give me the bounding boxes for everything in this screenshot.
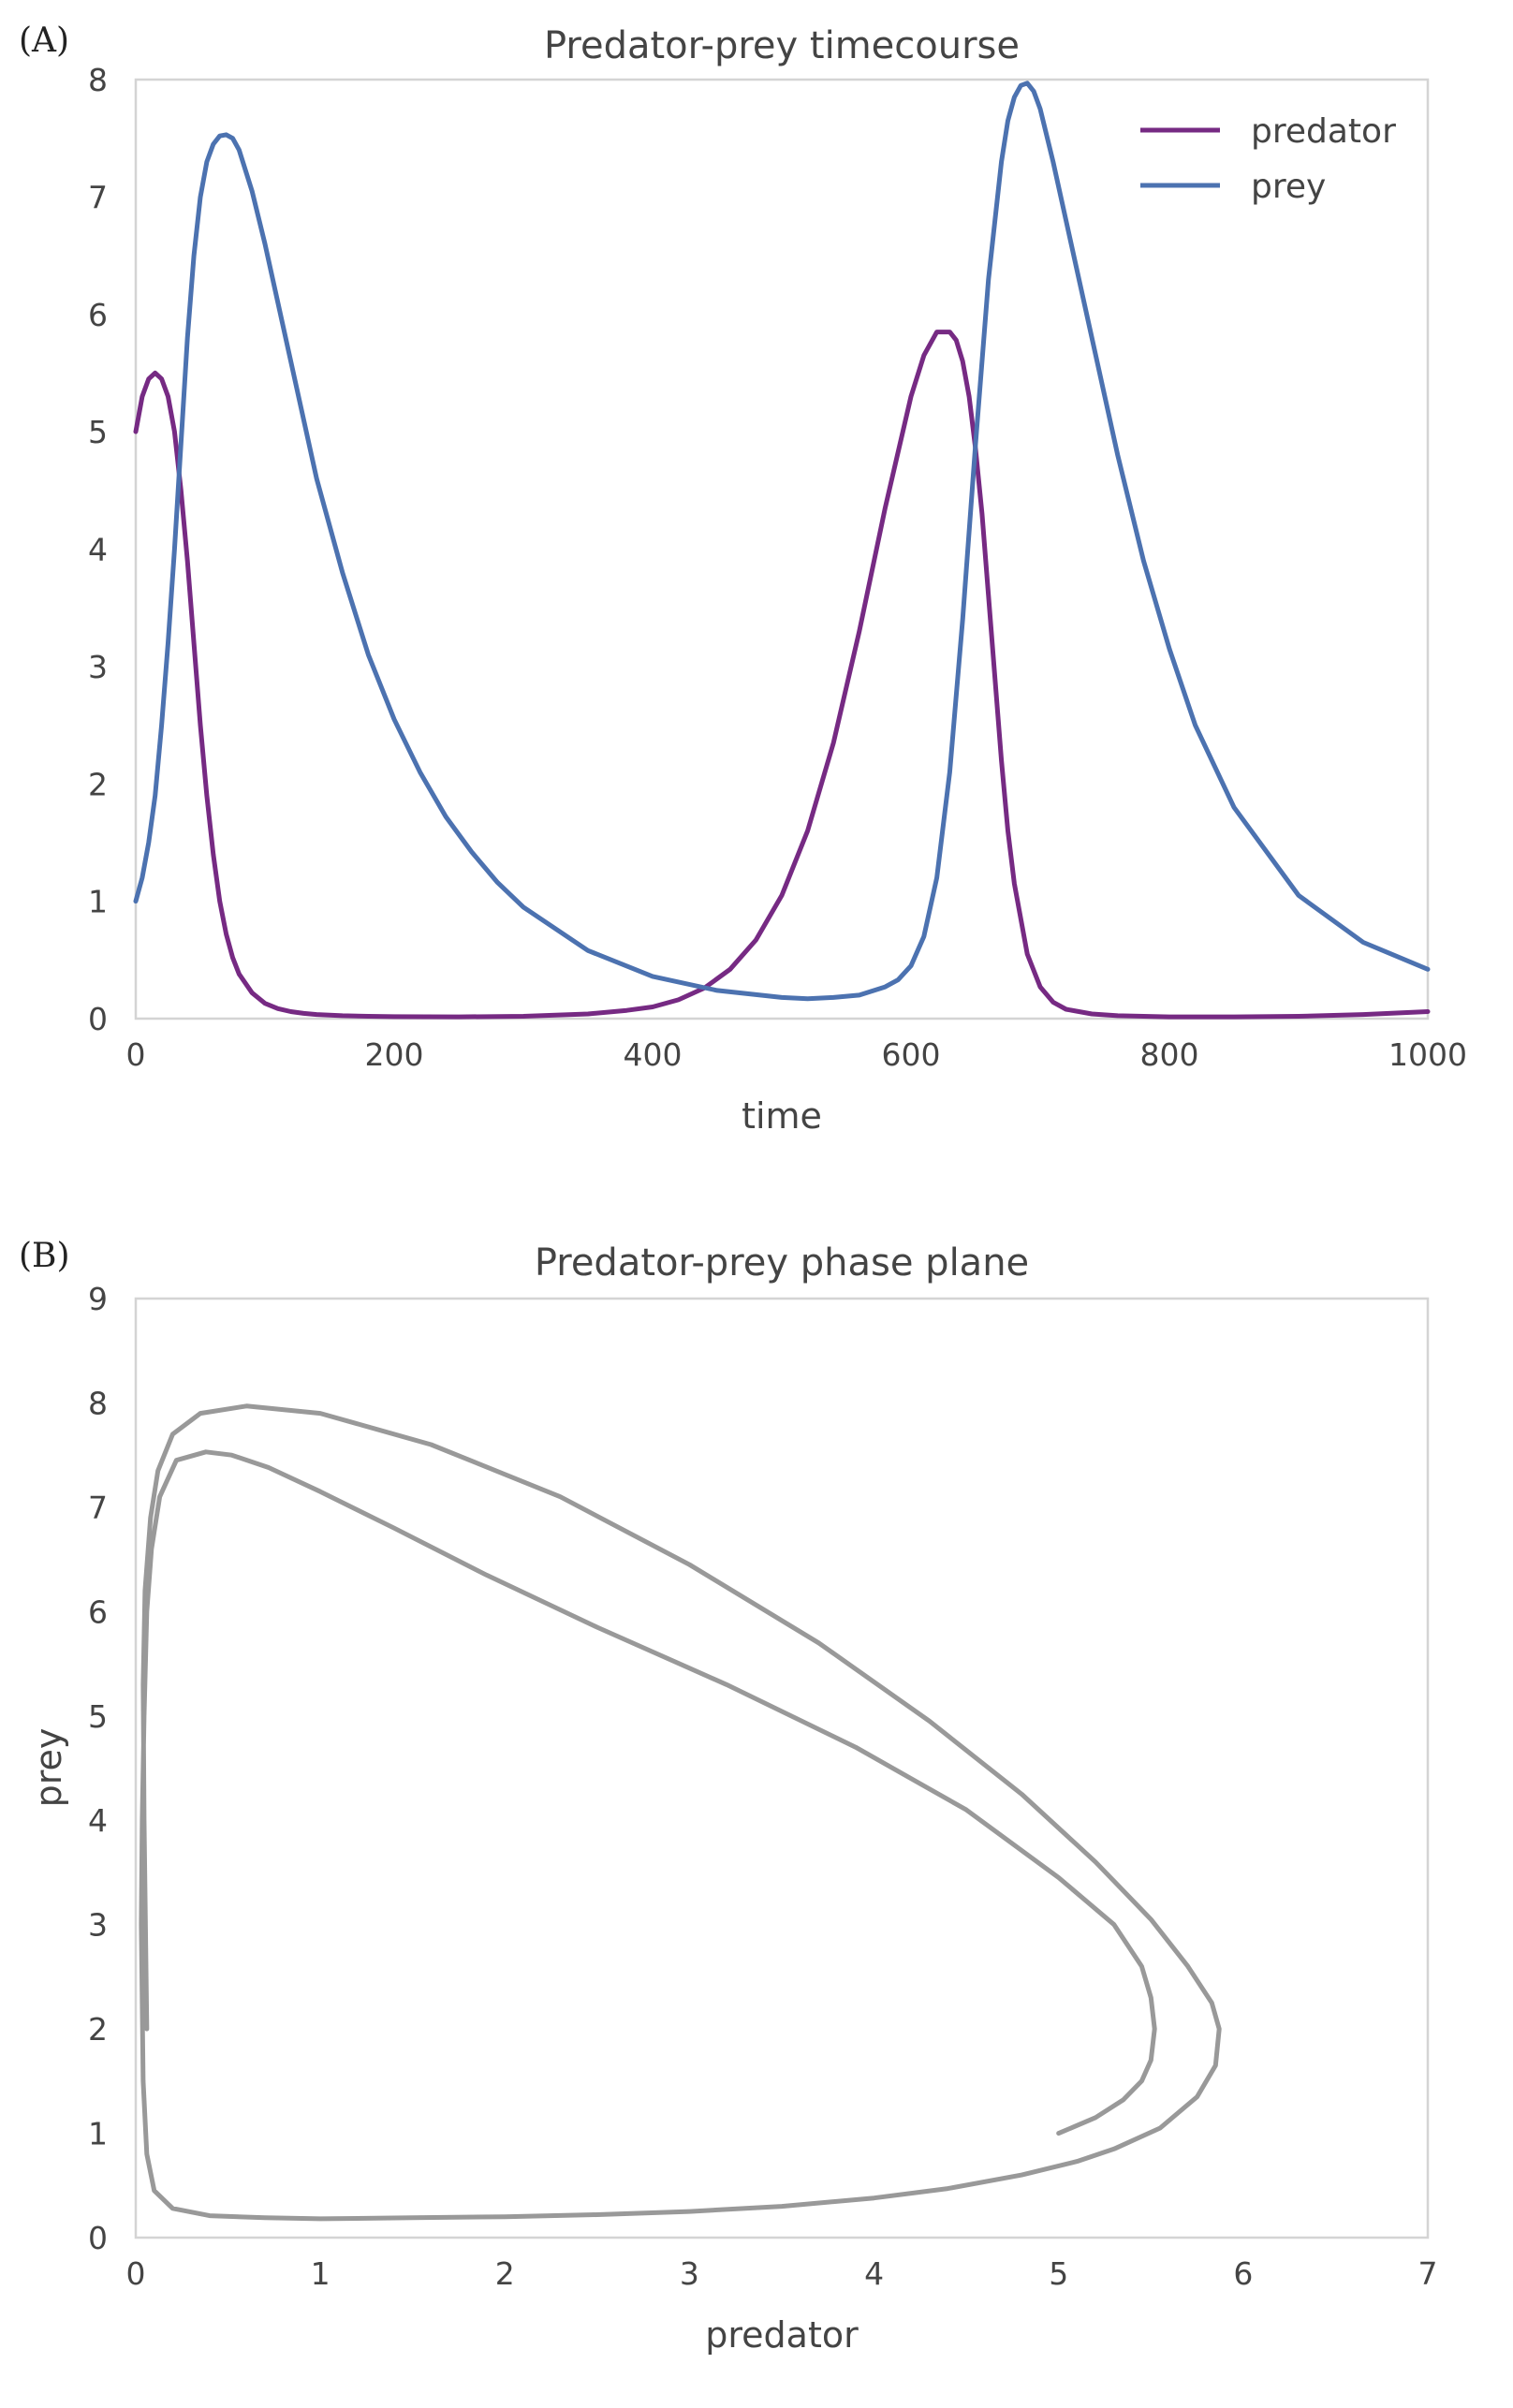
chart-a-title: Predator-prey timecourse bbox=[544, 24, 1020, 67]
y-tick-label: 0 bbox=[88, 1001, 108, 1037]
chart-b-x-axis-label: predator bbox=[705, 2314, 859, 2356]
chart-b-series bbox=[139, 1403, 1222, 2222]
x-tick-label: 400 bbox=[624, 1036, 683, 1073]
x-tick-label: 1 bbox=[311, 2255, 331, 2292]
chart-a-x-axis-label: time bbox=[742, 1095, 822, 1137]
x-tick-label: 200 bbox=[365, 1036, 424, 1073]
x-tick-label: 600 bbox=[882, 1036, 941, 1073]
chart-a-legend: predator prey bbox=[1140, 112, 1396, 206]
y-tick-label: 7 bbox=[88, 1490, 108, 1526]
panel-b: (B) Predator-prey phase plane 0 1 2 3 4 5 6 7 8 9… bbox=[19, 1237, 1438, 2356]
legend-prey-label: prey bbox=[1251, 168, 1326, 206]
chart-b-x-ticks: 0 1 2 3 4 5 6 7 bbox=[126, 2255, 1438, 2292]
y-tick-label: 3 bbox=[88, 1907, 108, 1944]
series-line-0 bbox=[139, 1403, 1222, 2222]
legend-predator-label: predator bbox=[1251, 112, 1396, 151]
y-tick-label: 9 bbox=[88, 1281, 108, 1317]
y-tick-label: 6 bbox=[88, 1593, 108, 1630]
y-tick-label: 7 bbox=[88, 179, 108, 215]
x-tick-label: 2 bbox=[495, 2255, 515, 2292]
y-tick-label: 4 bbox=[88, 532, 108, 568]
x-tick-label: 1000 bbox=[1388, 1036, 1467, 1073]
series-line-prey bbox=[133, 81, 1431, 1002]
panel-a-label: (A) bbox=[19, 22, 69, 60]
y-tick-label: 4 bbox=[88, 1802, 108, 1839]
x-tick-label: 800 bbox=[1140, 1036, 1199, 1073]
y-tick-label: 1 bbox=[88, 2116, 108, 2152]
y-tick-label: 2 bbox=[88, 766, 108, 802]
x-tick-label: 0 bbox=[126, 2255, 146, 2292]
x-tick-label: 6 bbox=[1233, 2255, 1253, 2292]
y-tick-label: 8 bbox=[88, 62, 108, 98]
chart-a-x-ticks: 0 200 400 600 800 1000 bbox=[126, 1036, 1467, 1073]
y-tick-label: 8 bbox=[88, 1385, 108, 1421]
chart-b-y-ticks: 0 1 2 3 4 5 6 7 8 9 bbox=[88, 1281, 108, 2256]
chart-b-frame bbox=[134, 1297, 1430, 2239]
chart-a-frame bbox=[134, 78, 1430, 1020]
y-tick-label: 2 bbox=[88, 2011, 108, 2048]
x-tick-label: 3 bbox=[680, 2255, 699, 2292]
y-tick-label: 5 bbox=[88, 414, 108, 450]
x-tick-label: 4 bbox=[864, 2255, 884, 2292]
y-tick-label: 1 bbox=[88, 884, 108, 920]
panel-a: (A) Predator-prey timecourse 0 1 2 3 4 5 6 7 8 0… bbox=[19, 22, 1467, 1137]
chart-a-series bbox=[133, 81, 1431, 1020]
chart-b-y-axis-label: prey bbox=[28, 1728, 69, 1808]
chart-a-y-ticks: 0 1 2 3 4 5 6 7 8 bbox=[88, 62, 108, 1037]
x-tick-label: 5 bbox=[1049, 2255, 1068, 2292]
x-tick-label: 0 bbox=[126, 1036, 146, 1073]
y-tick-label: 0 bbox=[88, 2220, 108, 2256]
series-line-predator bbox=[133, 330, 1431, 1020]
chart-b-title: Predator-prey phase plane bbox=[535, 1241, 1029, 1285]
y-tick-label: 3 bbox=[88, 649, 108, 685]
y-tick-label: 6 bbox=[88, 297, 108, 333]
y-tick-label: 5 bbox=[88, 1698, 108, 1735]
x-tick-label: 7 bbox=[1418, 2255, 1438, 2292]
panel-b-label: (B) bbox=[19, 1237, 70, 1275]
